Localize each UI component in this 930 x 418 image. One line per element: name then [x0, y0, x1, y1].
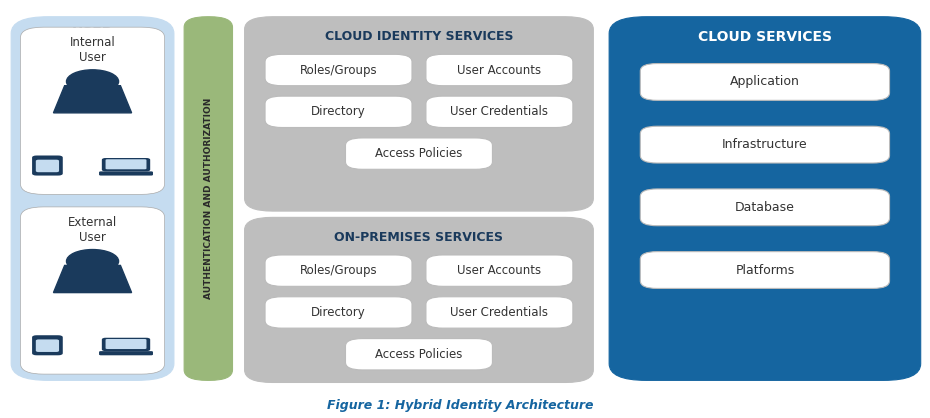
Text: Platforms: Platforms	[736, 263, 794, 277]
Text: ON-PREMISES SERVICES: ON-PREMISES SERVICES	[335, 231, 503, 244]
Text: Roles/Groups: Roles/Groups	[299, 64, 378, 76]
Text: AUTHENTICATION AND AUTHORIZATION: AUTHENTICATION AND AUTHORIZATION	[204, 98, 213, 299]
FancyBboxPatch shape	[101, 338, 150, 351]
FancyBboxPatch shape	[426, 96, 573, 127]
FancyBboxPatch shape	[640, 252, 889, 288]
FancyBboxPatch shape	[609, 17, 921, 380]
Polygon shape	[53, 265, 132, 293]
FancyBboxPatch shape	[101, 158, 150, 171]
FancyBboxPatch shape	[35, 160, 60, 172]
FancyBboxPatch shape	[20, 207, 165, 374]
Text: Access Policies: Access Policies	[376, 348, 462, 361]
FancyBboxPatch shape	[99, 351, 153, 355]
Text: Roles/Groups: Roles/Groups	[299, 264, 378, 277]
Circle shape	[67, 70, 119, 93]
FancyBboxPatch shape	[245, 217, 593, 382]
FancyBboxPatch shape	[106, 159, 147, 169]
FancyBboxPatch shape	[106, 339, 147, 349]
FancyBboxPatch shape	[184, 17, 232, 380]
FancyBboxPatch shape	[35, 339, 60, 352]
FancyBboxPatch shape	[640, 64, 889, 100]
FancyBboxPatch shape	[265, 255, 412, 286]
Text: Application: Application	[730, 75, 800, 89]
Text: Infrastructure: Infrastructure	[722, 138, 808, 151]
Text: Database: Database	[735, 201, 795, 214]
Text: External
User: External User	[68, 216, 117, 244]
FancyBboxPatch shape	[426, 54, 573, 86]
FancyBboxPatch shape	[346, 339, 493, 370]
Text: Directory: Directory	[312, 105, 365, 118]
Text: User Accounts: User Accounts	[458, 264, 541, 277]
FancyBboxPatch shape	[32, 155, 63, 176]
Text: Access Policies: Access Policies	[376, 147, 462, 160]
FancyBboxPatch shape	[426, 297, 573, 328]
FancyBboxPatch shape	[640, 126, 889, 163]
Text: Internal
User: Internal User	[70, 36, 115, 64]
Text: User Credentials: User Credentials	[450, 306, 549, 319]
Text: User Accounts: User Accounts	[458, 64, 541, 76]
Text: Figure 1: Hybrid Identity Architecture: Figure 1: Hybrid Identity Architecture	[327, 399, 593, 412]
FancyBboxPatch shape	[640, 189, 889, 226]
FancyBboxPatch shape	[11, 17, 174, 380]
FancyBboxPatch shape	[20, 27, 165, 194]
Text: CLOUD IDENTITY SERVICES: CLOUD IDENTITY SERVICES	[325, 30, 513, 43]
Polygon shape	[53, 86, 132, 113]
FancyBboxPatch shape	[265, 96, 412, 127]
FancyBboxPatch shape	[99, 171, 153, 176]
Text: USER: USER	[72, 26, 113, 41]
Text: Directory: Directory	[312, 306, 365, 319]
Text: CLOUD SERVICES: CLOUD SERVICES	[698, 30, 832, 44]
FancyBboxPatch shape	[346, 138, 493, 169]
Text: User Credentials: User Credentials	[450, 105, 549, 118]
Circle shape	[67, 250, 119, 273]
FancyBboxPatch shape	[265, 54, 412, 86]
FancyBboxPatch shape	[265, 297, 412, 328]
FancyBboxPatch shape	[426, 255, 573, 286]
FancyBboxPatch shape	[32, 335, 63, 355]
FancyBboxPatch shape	[245, 17, 593, 211]
